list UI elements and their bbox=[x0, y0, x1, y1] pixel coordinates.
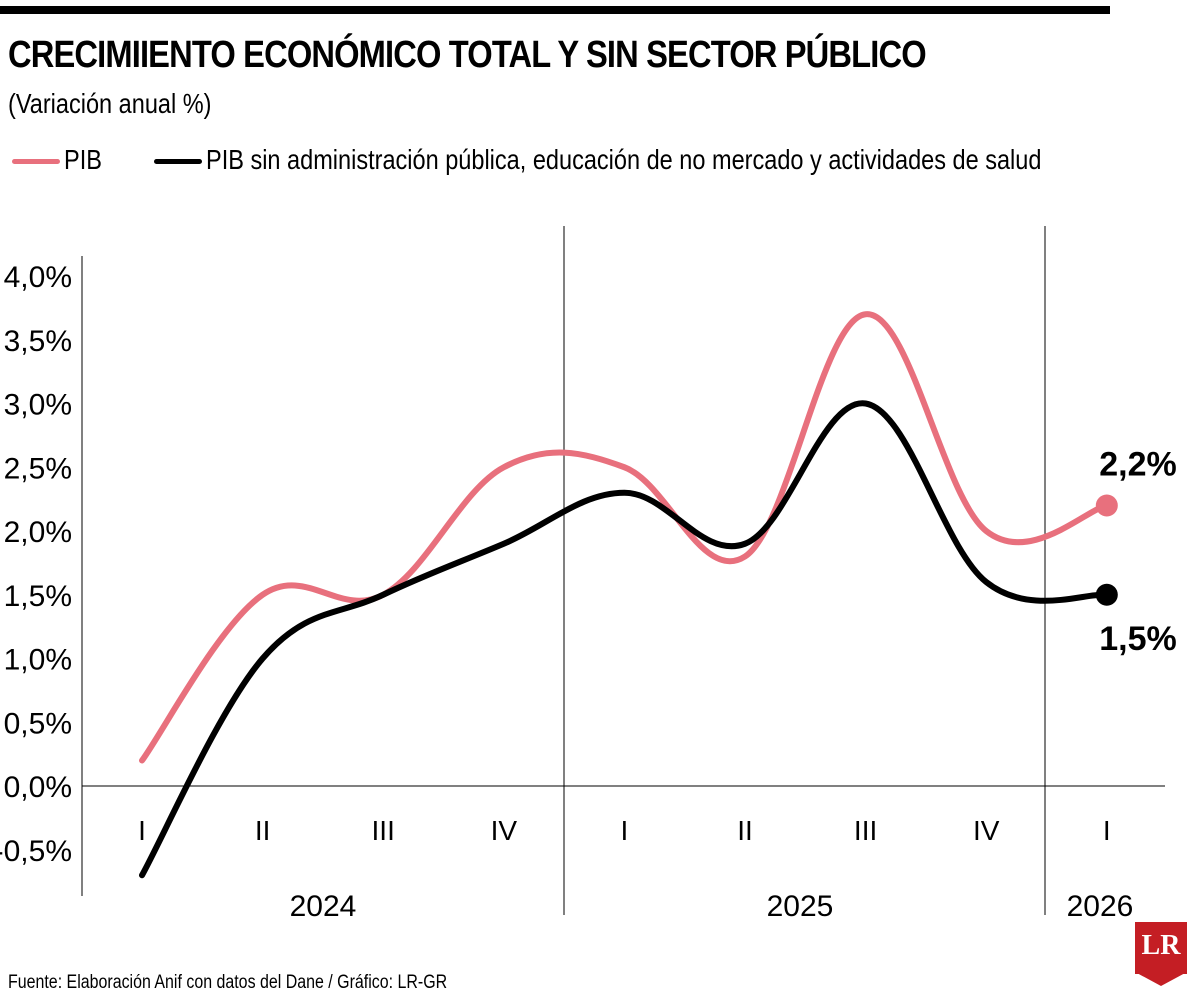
chart-subtitle: (Variación anual %) bbox=[8, 88, 212, 119]
x-tick-label: III bbox=[854, 815, 877, 846]
end-label-pib-sin-sector-publico: 1,5% bbox=[1099, 620, 1177, 658]
lr-logo: LR bbox=[1135, 922, 1187, 974]
year-label: 2026 bbox=[1067, 890, 1134, 923]
chart-title: CRECIMIIENTO ECONÓMICO TOTAL Y SIN SECTO… bbox=[8, 34, 927, 76]
x-tick-label: I bbox=[1103, 815, 1111, 846]
year-label: 2024 bbox=[290, 890, 357, 923]
x-tick-label: II bbox=[255, 815, 271, 846]
series-line-pib bbox=[139, 311, 1110, 764]
lr-logo-tail bbox=[1135, 972, 1187, 986]
y-tick-label: 0,5% bbox=[4, 707, 72, 740]
x-tick-label: III bbox=[372, 815, 395, 846]
legend-swatch-pib-sin-sector-publico bbox=[154, 159, 202, 164]
x-tick-label: IV bbox=[973, 815, 1000, 846]
end-point-pib-sin-sector-publico bbox=[1095, 583, 1118, 606]
end-label-pib: 2,2% bbox=[1099, 446, 1177, 484]
lr-logo-text: LR bbox=[1141, 930, 1181, 961]
y-tick-label: -0,5% bbox=[0, 835, 72, 868]
y-tick-label: 4,0% bbox=[4, 261, 72, 294]
x-tick-label: I bbox=[138, 815, 146, 846]
y-tick-label: 2,0% bbox=[4, 516, 72, 549]
x-tick-label: I bbox=[621, 815, 629, 846]
year-label: 2025 bbox=[767, 890, 834, 923]
legend-swatch-pib bbox=[12, 159, 60, 164]
y-tick-label: 2,5% bbox=[4, 452, 72, 485]
y-tick-label: 1,0% bbox=[4, 644, 72, 677]
legend-label-pib-sin-sector-publico: PIB sin administración pública, educació… bbox=[206, 144, 1042, 175]
y-tick-label: 3,0% bbox=[4, 389, 72, 422]
source-note: Fuente: Elaboración Anif con datos del D… bbox=[8, 972, 448, 993]
legend-label-pib: PIB bbox=[64, 144, 102, 175]
y-tick-label: 3,5% bbox=[4, 325, 72, 358]
end-point-pib bbox=[1095, 494, 1118, 517]
y-tick-label: 1,5% bbox=[4, 580, 72, 613]
top-rule bbox=[0, 6, 1110, 14]
series-line-pib-sin-sector-publico bbox=[139, 400, 1110, 879]
x-tick-label: II bbox=[737, 815, 753, 846]
y-tick-label: 0,0% bbox=[4, 771, 72, 804]
x-tick-label: IV bbox=[491, 815, 518, 846]
